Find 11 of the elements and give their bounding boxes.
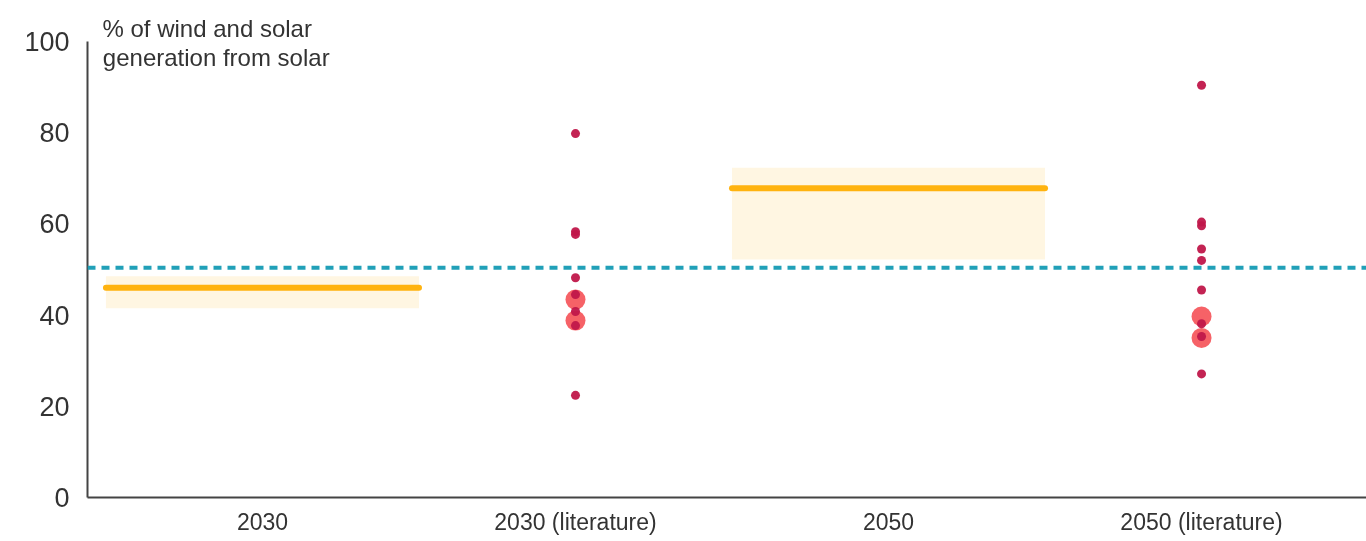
x-tick-label: 2030	[236, 508, 289, 535]
y-axis-title: % of wind and solar generation from solar	[102, 14, 330, 72]
y-tick-label: 100	[24, 27, 70, 57]
x-tick-label: 2050 (literature)	[1120, 508, 1283, 535]
y-tick-label: 60	[39, 209, 70, 240]
x-tick-label: 2050	[862, 508, 915, 535]
y-tick-label: 80	[39, 118, 70, 149]
y-tick-label: 40	[39, 300, 70, 331]
y-tick-label: 0	[54, 483, 70, 513]
y-tick-label: 20	[39, 391, 70, 422]
x-tick-label: 2030 (literature)	[494, 508, 657, 535]
